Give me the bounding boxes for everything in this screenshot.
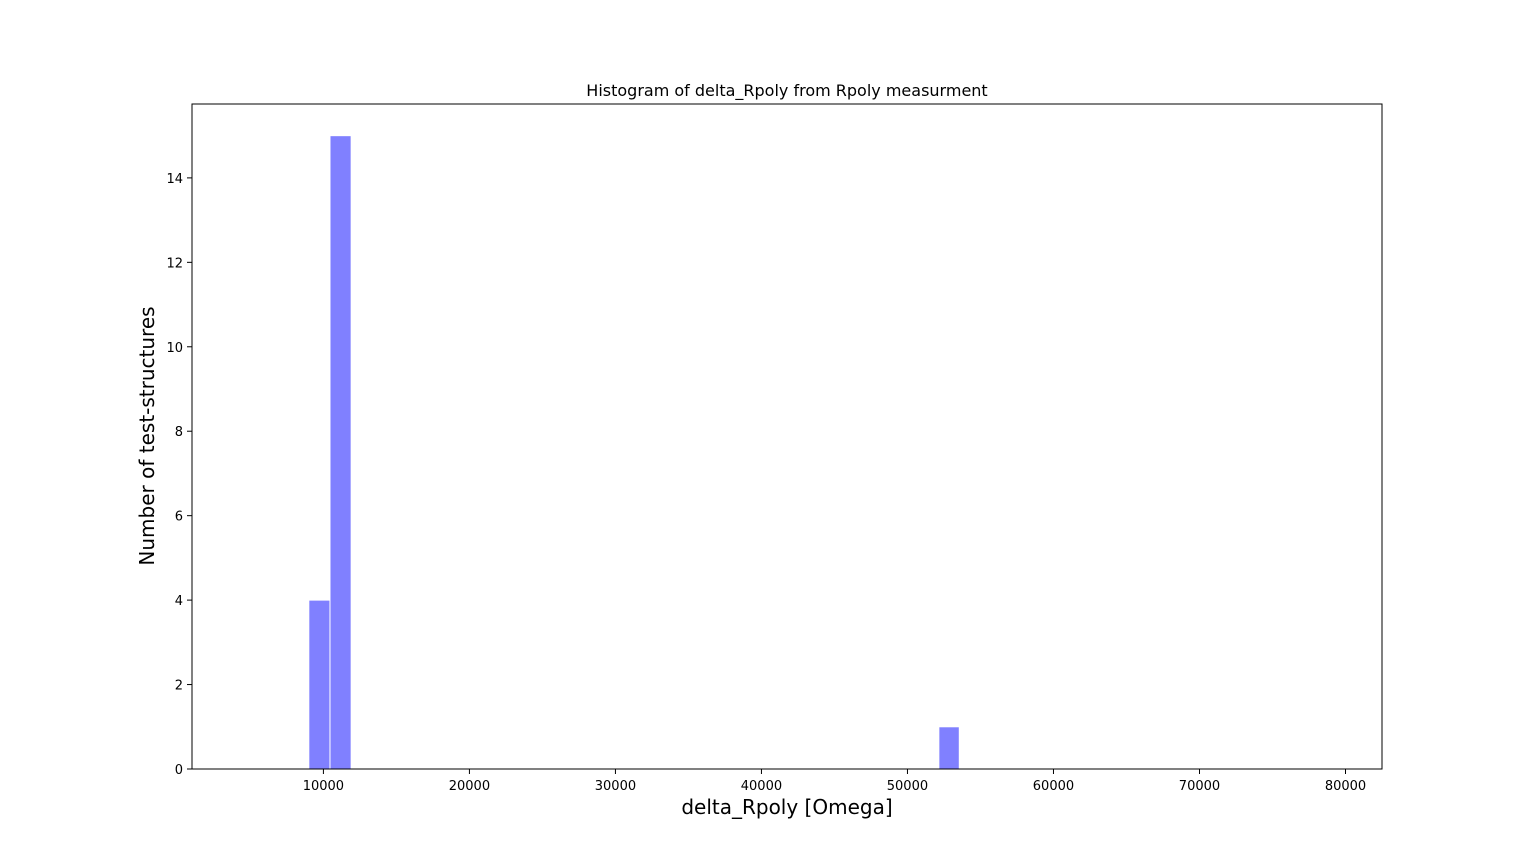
x-tick-label-4: 50000: [887, 779, 928, 794]
y-tick-label-0: 0: [175, 763, 183, 778]
x-axis-label: delta_Rpoly [Omega]: [681, 795, 892, 819]
x-tick-label-6: 70000: [1179, 779, 1220, 794]
y-tick-label-2: 4: [175, 594, 183, 609]
x-tick-label-0: 10000: [303, 779, 344, 794]
x-tick-label-7: 80000: [1325, 779, 1366, 794]
y-tick-label-6: 12: [166, 256, 183, 271]
y-tick-label-4: 8: [175, 425, 183, 440]
y-tick-label-5: 10: [166, 341, 183, 356]
y-axis-label: Number of test-structures: [135, 306, 159, 565]
histogram-bar-2: [938, 726, 960, 770]
x-tick-label-5: 60000: [1033, 779, 1074, 794]
y-axis-ticks: 0 2 4 6 8 10 12 14: [166, 172, 192, 778]
x-tick-label-3: 40000: [741, 779, 782, 794]
x-tick-label-2: 30000: [595, 779, 636, 794]
histogram-bar-1: [329, 135, 352, 770]
histogram-bars: [308, 135, 960, 770]
y-tick-label-7: 14: [166, 172, 183, 187]
plot-area-frame: [191, 103, 1383, 770]
chart-title: Histogram of delta_Rpoly from Rpoly meas…: [586, 81, 987, 101]
y-tick-label-1: 2: [175, 679, 183, 694]
x-axis-ticks: 10000 20000 30000 40000 50000 60000 70000 80000: [303, 769, 1366, 794]
x-tick-label-1: 20000: [449, 779, 490, 794]
histogram-bar-0: [308, 599, 331, 770]
y-tick-label-3: 6: [175, 510, 183, 525]
